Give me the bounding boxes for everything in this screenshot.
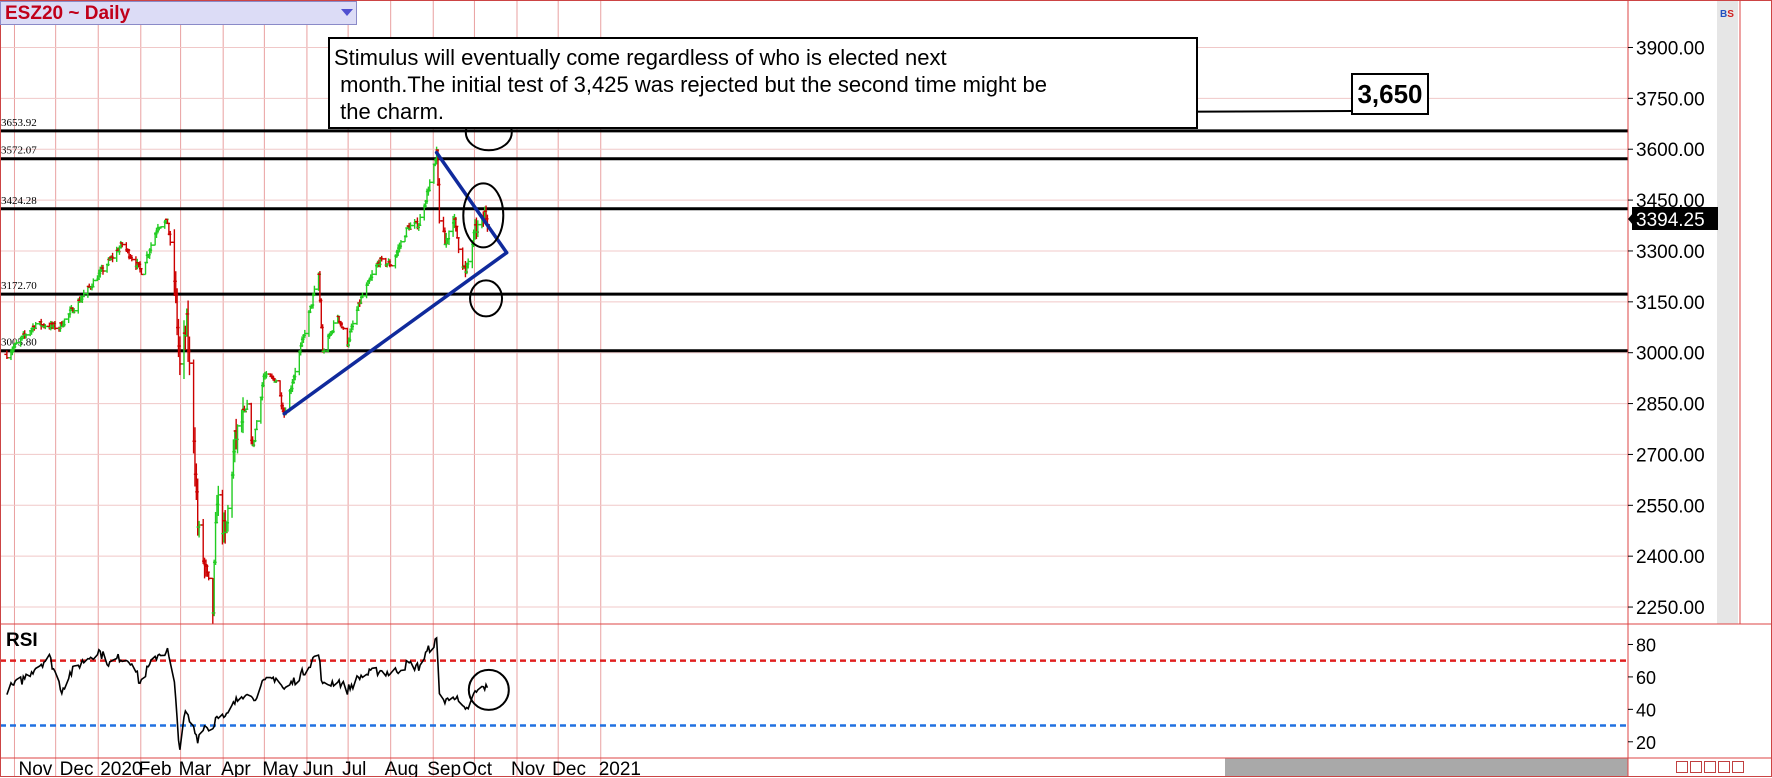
nav-button[interactable] — [1704, 761, 1716, 773]
up-bar — [431, 163, 437, 184]
last-price-label: 3394.25 — [1636, 210, 1705, 231]
y-tick-label: 2250.00 — [1636, 598, 1705, 619]
nav-button[interactable] — [1690, 761, 1702, 773]
level-label: 3653.92 — [1, 117, 37, 129]
x-tick-label: Oct — [462, 759, 492, 777]
x-tick-label: 2021 — [599, 759, 641, 777]
trend-lines — [282, 150, 509, 416]
annotation-note: Stimulus will eventually come regardless… — [328, 37, 1198, 129]
x-tick-label: Feb — [139, 759, 172, 777]
buy-sell-icon[interactable]: BS — [1720, 9, 1734, 20]
level-label: 3172.70 — [1, 280, 37, 292]
last-price-pointer — [1628, 212, 1633, 225]
y-tick-label: 3300.00 — [1636, 242, 1705, 263]
x-tick-label: Apr — [221, 759, 251, 777]
y-tick-label: 2700.00 — [1636, 445, 1705, 466]
up-bar — [258, 396, 264, 424]
x-tick-label: Sep — [427, 759, 461, 777]
up-bar — [331, 320, 337, 334]
nav-button[interactable] — [1732, 761, 1744, 773]
axis-strip — [1717, 0, 1738, 624]
up-bar — [244, 399, 250, 410]
level-label: 3424.28 — [1, 195, 37, 207]
y-tick-label: 2850.00 — [1636, 395, 1705, 416]
nav-button[interactable] — [1718, 761, 1730, 773]
chart-title: ESZ20 ~ Daily — [5, 3, 131, 24]
trend-line — [434, 150, 509, 255]
x-tick-label: Aug — [385, 759, 419, 777]
rsi-tick-label: 40 — [1636, 700, 1656, 720]
up-bar — [143, 261, 149, 276]
rsi-tick-label: 20 — [1636, 733, 1656, 753]
x-tick-label: May — [262, 759, 298, 777]
price-bars — [4, 146, 490, 624]
y-tick-label: 3600.00 — [1636, 140, 1705, 161]
rsi-tick-label: 60 — [1636, 668, 1656, 688]
y-tick-label: 2550.00 — [1636, 496, 1705, 517]
y-axis-labels: 3900.00 3750.00 3600.00 3450.00 3300.00 3150.… — [1628, 38, 1718, 753]
x-tick-label: Mar — [179, 759, 212, 777]
x-tick-label: Nov — [18, 759, 52, 777]
up-bar — [252, 428, 258, 443]
x-tick-label: Dec — [552, 759, 586, 777]
rsi-panel — [0, 636, 1628, 750]
rsi-ellipse-marker — [467, 668, 510, 711]
y-tick-label: 3900.00 — [1636, 38, 1705, 59]
y-tick-label: 3450.00 — [1636, 191, 1705, 212]
symbol-selector[interactable]: ESZ20 ~ Daily — [0, 1, 357, 25]
last-price-box — [1632, 206, 1718, 230]
nav-button[interactable] — [1676, 761, 1688, 773]
rsi-line — [6, 636, 489, 750]
x-tick-label: Jun — [303, 759, 334, 777]
x-tick-label: 2020 — [100, 759, 142, 777]
rsi-tick-label: 80 — [1636, 635, 1656, 655]
y-tick-label: 3000.00 — [1636, 344, 1705, 365]
chevron-down-icon[interactable] — [341, 9, 353, 16]
future-zone — [1225, 758, 1628, 777]
x-tick-label: Nov — [511, 759, 545, 777]
y-tick-label: 2400.00 — [1636, 547, 1705, 568]
down-bar — [436, 178, 442, 224]
x-tick-label: Jul — [342, 759, 366, 777]
down-bar — [318, 298, 324, 329]
down-bar — [200, 518, 206, 565]
ellipse-marker — [469, 279, 504, 318]
y-tick-label: 3750.00 — [1636, 89, 1705, 110]
target-label: 3,650 — [1351, 73, 1429, 115]
level-label: 3572.07 — [1, 145, 37, 157]
trend-line — [282, 250, 509, 416]
rsi-label: RSI — [6, 630, 38, 651]
y-tick-label: 3150.00 — [1636, 293, 1705, 314]
ellipse-marker — [462, 182, 505, 249]
x-tick-label: Dec — [60, 759, 94, 777]
chart-nav-buttons[interactable] — [1676, 760, 1766, 774]
